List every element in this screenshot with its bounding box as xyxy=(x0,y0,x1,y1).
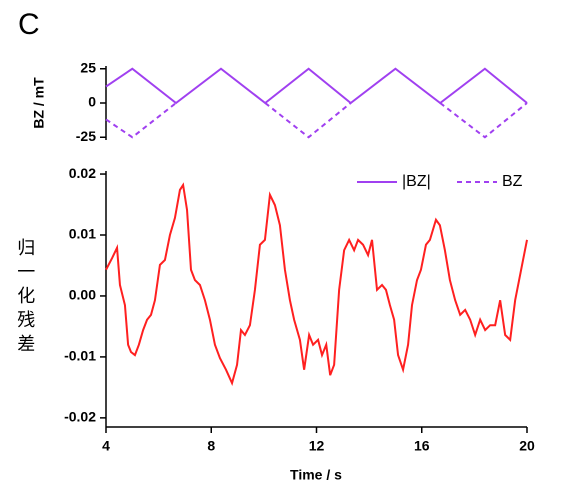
y-tick-label: 0 xyxy=(88,94,96,110)
y-axis-label: 归一化残差 xyxy=(15,238,35,358)
x-axis-label: Time / s xyxy=(290,467,342,483)
y-tick-label: -0.01 xyxy=(64,348,96,364)
y-tick-label: 25 xyxy=(80,59,96,75)
data-line xyxy=(105,182,528,387)
x-tick-label: 8 xyxy=(207,438,215,454)
panel-label: C xyxy=(18,8,40,41)
data-line xyxy=(105,102,528,139)
y-tick-label: 0.02 xyxy=(69,165,96,181)
y-axis-label: BZ / mT xyxy=(31,77,47,129)
x-tick-label: 20 xyxy=(519,438,535,454)
y-tick-label: -25 xyxy=(76,128,96,144)
y-tick-label: -0.02 xyxy=(64,409,96,425)
x-tick-label: 4 xyxy=(102,438,110,454)
legend-label: |BZ| xyxy=(402,173,431,190)
legend-label: BZ xyxy=(502,173,523,190)
y-tick-label: 0.00 xyxy=(69,287,96,303)
x-tick-label: 12 xyxy=(309,438,325,454)
x-tick-label: 16 xyxy=(414,438,430,454)
data-line xyxy=(105,67,528,105)
y-tick-label: 0.01 xyxy=(69,226,96,242)
